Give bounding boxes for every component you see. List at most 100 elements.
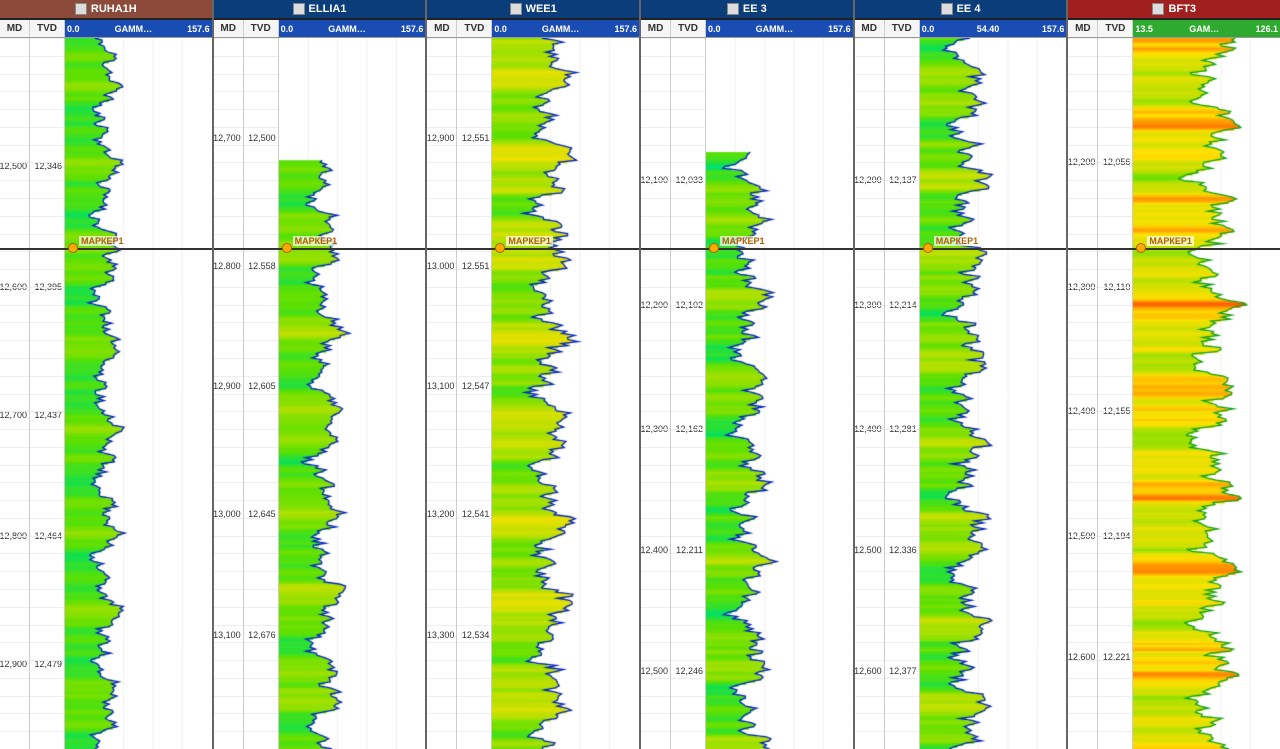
well-icon (941, 3, 953, 15)
header-gamma[interactable]: 0.0GAMM…157.6 (65, 20, 212, 37)
md-label: 12,700 (214, 133, 241, 143)
header-md: MD (0, 20, 30, 37)
track-tvd: 12,13712,21412,28112,33612,377 (885, 38, 920, 749)
tracks-body[interactable]: 12,20012,30012,40012,50012,60012,05612,1… (1068, 38, 1280, 749)
md-label: 12,900 (427, 133, 454, 143)
marker-line (0, 248, 212, 250)
well-name: RUHA1H (91, 3, 137, 15)
track-tvd: 12,34612,39512,43712,46412,479 (30, 38, 65, 749)
track-headers: MDTVD13.5GAM…126.1 (1068, 20, 1280, 38)
tracks-body[interactable]: 12,90013,00013,10013,20013,30012,55112,5… (427, 38, 639, 749)
marker-dot[interactable] (1136, 243, 1146, 253)
well-name: EE 3 (743, 3, 767, 15)
tracks-body[interactable]: 12,20012,30012,40012,50012,60012,13712,2… (855, 38, 1067, 749)
well-name: WEE1 (526, 3, 557, 15)
marker-label: МАРКЕР1 (934, 236, 981, 246)
header-md: MD (855, 20, 885, 37)
track-gamma (706, 38, 853, 749)
gamma-label: 54.40 (977, 20, 1000, 38)
gamma-label: GAMM… (542, 20, 580, 38)
header-gamma[interactable]: 0.0 GAMM… 157.6 (492, 20, 639, 37)
track-headers: MDTVD0.0GAMM…157.6 (641, 20, 853, 38)
marker-line (427, 248, 639, 250)
well-name: BFT3 (1168, 3, 1196, 15)
marker-label: МАРКЕР1 (79, 236, 126, 246)
marker-dot[interactable] (68, 243, 78, 253)
gamma-max: 126.1 (1255, 20, 1278, 38)
header-tvd: TVD (457, 20, 492, 37)
gamma-label: GAM… (1189, 20, 1219, 38)
tvd-label: 12,551 (462, 133, 490, 143)
track-gamma (1133, 38, 1280, 749)
well-title[interactable]: BFT3 (1068, 0, 1280, 20)
header-tvd: TVD (30, 20, 65, 37)
marker-line (214, 248, 426, 250)
track-md: 12,20012,30012,40012,50012,600 (855, 38, 885, 749)
track-headers: MDTVD0.0GAMM…157.6 (214, 20, 426, 38)
track-md: 12,10012,20012,30012,40012,500 (641, 38, 671, 749)
header-gamma[interactable]: 0.0GAMM…157.6 (706, 20, 853, 37)
header-md: MD (214, 20, 244, 37)
well-title[interactable]: EE 3 (641, 0, 853, 20)
gamma-label: GAMM… (328, 20, 366, 38)
tvd-label: 12,676 (248, 630, 276, 640)
tvd-label: 12,377 (889, 666, 917, 676)
gamma-label: GAMM… (756, 20, 794, 38)
header-md: MD (641, 20, 671, 37)
marker-dot[interactable] (709, 243, 719, 253)
well-title[interactable]: WEE1 (427, 0, 639, 20)
gamma-min: 13.5 (1135, 20, 1153, 38)
well-icon (293, 3, 305, 15)
md-label: 13,100 (427, 381, 454, 391)
well-title[interactable]: RUHA1H (0, 0, 212, 20)
marker-line (855, 248, 1067, 250)
well-panel-3: EE 3MDTVD0.0GAMM…157.612,10012,20012,300… (641, 0, 855, 749)
gamma-max: 157.6 (1042, 20, 1065, 38)
marker-line (641, 248, 853, 250)
md-label: 12,600 (855, 666, 882, 676)
tracks-body[interactable]: 12,50012,60012,70012,80012,90012,34612,3… (0, 38, 212, 749)
tracks-body[interactable]: 12,70012,80012,90013,00013,10012,50012,5… (214, 38, 426, 749)
gamma-canvas (1133, 38, 1279, 749)
well-icon (727, 3, 739, 15)
track-gamma (279, 38, 426, 749)
gamma-max: 157.6 (614, 20, 637, 38)
well-icon (510, 3, 522, 15)
gamma-max: 157.6 (828, 20, 851, 38)
gamma-min: 0.0 (494, 20, 507, 38)
marker-label: МАРКЕР1 (293, 236, 340, 246)
gamma-max: 157.6 (401, 20, 424, 38)
tvd-label: 12,605 (248, 381, 276, 391)
track-headers: MDTVD0.0GAMM…157.6 (0, 20, 212, 38)
well-name: EE 4 (957, 3, 981, 15)
gamma-canvas (279, 38, 425, 749)
well-panel-1: ELLIA1MDTVD0.0GAMM…157.612,70012,80012,9… (214, 0, 428, 749)
track-md: 12,70012,80012,90013,00013,100 (214, 38, 244, 749)
header-gamma[interactable]: 13.5 GAM… 126.1 (1133, 20, 1280, 37)
gamma-min: 0.0 (922, 20, 935, 38)
well-panel-2: WEE1MDTVD0.0GAMM…157.612,90013,00013,100… (427, 0, 641, 749)
well-icon (75, 3, 87, 15)
track-tvd: 12,55112,55112,54712,54112,534 (457, 38, 492, 749)
well-panel-4: EE 4MDTVD0.054.40157.612,20012,30012,400… (855, 0, 1069, 749)
tvd-label: 12,547 (462, 381, 490, 391)
gamma-max: 157.6 (187, 20, 210, 38)
marker-label: МАРКЕР1 (720, 236, 767, 246)
marker-label: МАРКЕР1 (506, 236, 553, 246)
gamma-canvas (706, 38, 852, 749)
track-gamma (920, 38, 1067, 749)
marker-dot[interactable] (495, 243, 505, 253)
gamma-canvas (492, 38, 638, 749)
marker-dot[interactable] (282, 243, 292, 253)
header-gamma[interactable]: 0.0GAMM…157.6 (279, 20, 426, 37)
gamma-label: GAMM… (115, 20, 153, 38)
well-title[interactable]: ELLIA1 (214, 0, 426, 20)
well-panel-5: BFT3MDTVD13.5GAM…126.112,20012,30012,400… (1068, 0, 1280, 749)
well-title[interactable]: EE 4 (855, 0, 1067, 20)
marker-dot[interactable] (923, 243, 933, 253)
header-gamma[interactable]: 0.0 54.40 157.6 (920, 20, 1067, 37)
gamma-canvas (65, 38, 211, 749)
header-tvd: TVD (244, 20, 279, 37)
track-tvd: 12,03312,10212,16212,21112,246 (671, 38, 706, 749)
tracks-body[interactable]: 12,10012,20012,30012,40012,50012,03312,1… (641, 38, 853, 749)
